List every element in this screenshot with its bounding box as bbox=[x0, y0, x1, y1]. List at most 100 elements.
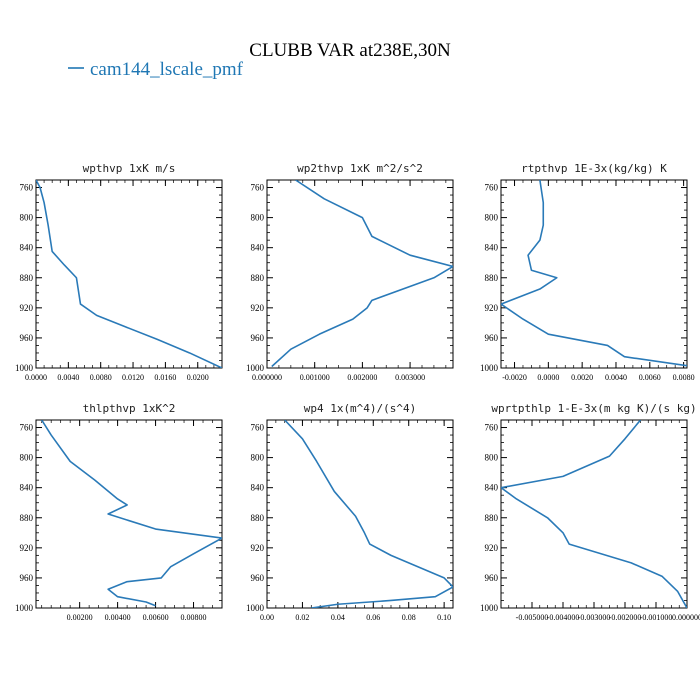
y-tick-label: 880 bbox=[20, 273, 34, 283]
y-tick-label: 1000 bbox=[480, 603, 499, 613]
x-tick-label: 0.0200 bbox=[187, 373, 209, 382]
figure-title: CLUBB VAR at238E,30N bbox=[249, 40, 451, 61]
x-tick-label: 0.003000 bbox=[395, 373, 425, 382]
panel-6: wprtpthlp 1-E-3x(m kg K)/(s kg) 760 800 840… bbox=[480, 402, 700, 622]
x-tick-label: 0.0160 bbox=[154, 373, 176, 382]
x-tick-label: 0.08 bbox=[402, 613, 416, 622]
y-tick-label: 800 bbox=[485, 453, 499, 463]
y-tick-label: 960 bbox=[485, 333, 499, 343]
x-tick-label: 0.000000 bbox=[252, 373, 282, 382]
y-tick-label: 1000 bbox=[246, 363, 265, 373]
y-tick-label: 840 bbox=[485, 483, 499, 493]
x-tick-label: 0.001000 bbox=[300, 373, 330, 382]
y-tick-label: 880 bbox=[251, 273, 265, 283]
series-line-1 bbox=[36, 180, 222, 368]
legend-label: cam144_lscale_pmf bbox=[90, 59, 244, 80]
y-tick-label: 880 bbox=[251, 513, 265, 523]
x-tick-label: -0.004000 bbox=[547, 613, 580, 622]
y-tick-label: 1000 bbox=[15, 603, 34, 613]
panel-5: wp4 1x(m^4)/(s^4)76080084088092096010000… bbox=[246, 402, 454, 622]
x-tick-label: -0.005000 bbox=[516, 613, 549, 622]
x-tick-label: 0.0000 bbox=[25, 373, 47, 382]
y-tick-label: 800 bbox=[485, 213, 499, 223]
panel-frame bbox=[266, 419, 454, 609]
figure-legend: cam144_lscale_pmf bbox=[68, 59, 244, 80]
y-tick-label: 1000 bbox=[15, 363, 34, 373]
x-tick-label: -0.001000 bbox=[640, 613, 673, 622]
x-tick-label: 0.0000 bbox=[537, 373, 559, 382]
x-tick-label: 0.10 bbox=[437, 613, 451, 622]
y-tick-label: 840 bbox=[20, 243, 34, 253]
y-tick-label: 880 bbox=[485, 513, 499, 523]
series-line-1 bbox=[284, 420, 453, 608]
panel-4: thlpthvp 1xK^2 760 800 840 880 920 960 1000 0.00… bbox=[15, 402, 223, 622]
y-tick-label: 880 bbox=[20, 513, 34, 523]
y-tick-label: 840 bbox=[251, 483, 265, 493]
y-tick-label: 960 bbox=[20, 333, 34, 343]
panel-1: wpthvp 1xK m/s76080084088092096010000.00… bbox=[15, 162, 223, 382]
panel-title: wp4 1x(m^4)/(s^4) bbox=[304, 402, 417, 415]
y-tick-label: 920 bbox=[485, 303, 499, 313]
y-tick-label: 800 bbox=[251, 453, 265, 463]
y-tick-label: 960 bbox=[485, 573, 499, 583]
series-line-1 bbox=[501, 180, 687, 367]
x-tick-label: 0.00200 bbox=[67, 613, 93, 622]
panel-title: wpthvp 1xK m/s bbox=[83, 162, 176, 175]
y-tick-label: 960 bbox=[251, 333, 265, 343]
y-tick-label: 920 bbox=[20, 543, 34, 553]
panel-frame bbox=[266, 179, 454, 369]
x-tick-label: 0.00600 bbox=[143, 613, 169, 622]
y-tick-label: 920 bbox=[485, 543, 499, 553]
x-tick-label: 0.002000 bbox=[347, 373, 377, 382]
x-tick-label: 0.0060 bbox=[639, 373, 661, 382]
y-tick-label: 760 bbox=[251, 423, 265, 433]
panel-title: rtpthvp 1E-3x(kg/kg) K bbox=[521, 162, 667, 175]
y-tick-label: 760 bbox=[20, 183, 34, 193]
x-tick-label: 0.04 bbox=[331, 613, 345, 622]
y-tick-label: 840 bbox=[251, 243, 265, 253]
y-tick-label: 760 bbox=[251, 183, 265, 193]
panel-frame bbox=[500, 179, 688, 369]
y-tick-label: 800 bbox=[251, 213, 265, 223]
y-tick-label: 1000 bbox=[480, 363, 499, 373]
y-tick-label: 840 bbox=[485, 243, 499, 253]
x-tick-label: -0.002000 bbox=[609, 613, 642, 622]
x-tick-label: 0.00800 bbox=[181, 613, 207, 622]
y-tick-label: 920 bbox=[251, 303, 265, 313]
panel-title: wp2thvp 1xK m^2/s^2 bbox=[297, 162, 423, 175]
y-tick-label: 1000 bbox=[246, 603, 265, 613]
x-tick-label: 0.000000 bbox=[672, 613, 700, 622]
x-tick-label: -0.0020 bbox=[502, 373, 527, 382]
series-line-1 bbox=[41, 420, 222, 607]
x-tick-label: 0.06 bbox=[366, 613, 380, 622]
x-tick-label: 0.00 bbox=[260, 613, 274, 622]
panel-frame bbox=[35, 179, 223, 369]
x-tick-label: 0.0040 bbox=[57, 373, 79, 382]
x-tick-label: 0.0080 bbox=[673, 373, 695, 382]
x-tick-label: 0.0120 bbox=[122, 373, 144, 382]
y-tick-label: 760 bbox=[20, 423, 34, 433]
y-tick-label: 960 bbox=[251, 573, 265, 583]
x-tick-label: -0.003000 bbox=[578, 613, 611, 622]
y-tick-label: 760 bbox=[485, 183, 499, 193]
y-tick-label: 800 bbox=[20, 453, 34, 463]
x-tick-label: 0.00400 bbox=[105, 613, 131, 622]
y-tick-label: 920 bbox=[251, 543, 265, 553]
series-line-1 bbox=[501, 420, 687, 608]
x-tick-label: 0.02 bbox=[295, 613, 309, 622]
panels-group: wpthvp 1xK m/s76080084088092096010000.00… bbox=[15, 162, 700, 622]
panel-title: wprtpthlp 1-E-3x(m kg K)/(s kg) bbox=[491, 402, 696, 415]
y-tick-label: 920 bbox=[20, 303, 34, 313]
y-tick-label: 800 bbox=[20, 213, 34, 223]
panel-2: wp2thvp 1xK m^2/s^2 760 800 840 880 920 960 100… bbox=[246, 162, 454, 382]
y-tick-label: 960 bbox=[20, 573, 34, 583]
x-tick-label: 0.0040 bbox=[605, 373, 627, 382]
y-tick-label: 760 bbox=[485, 423, 499, 433]
y-tick-label: 880 bbox=[485, 273, 499, 283]
panel-frame bbox=[35, 419, 223, 609]
panel-3: rtpthvp 1E-3x(kg/kg) K 760 800 840 880 920 960… bbox=[480, 162, 695, 382]
x-tick-label: 0.0020 bbox=[571, 373, 593, 382]
panel-title: thlpthvp 1xK^2 bbox=[83, 402, 176, 415]
x-tick-label: 0.0080 bbox=[90, 373, 112, 382]
